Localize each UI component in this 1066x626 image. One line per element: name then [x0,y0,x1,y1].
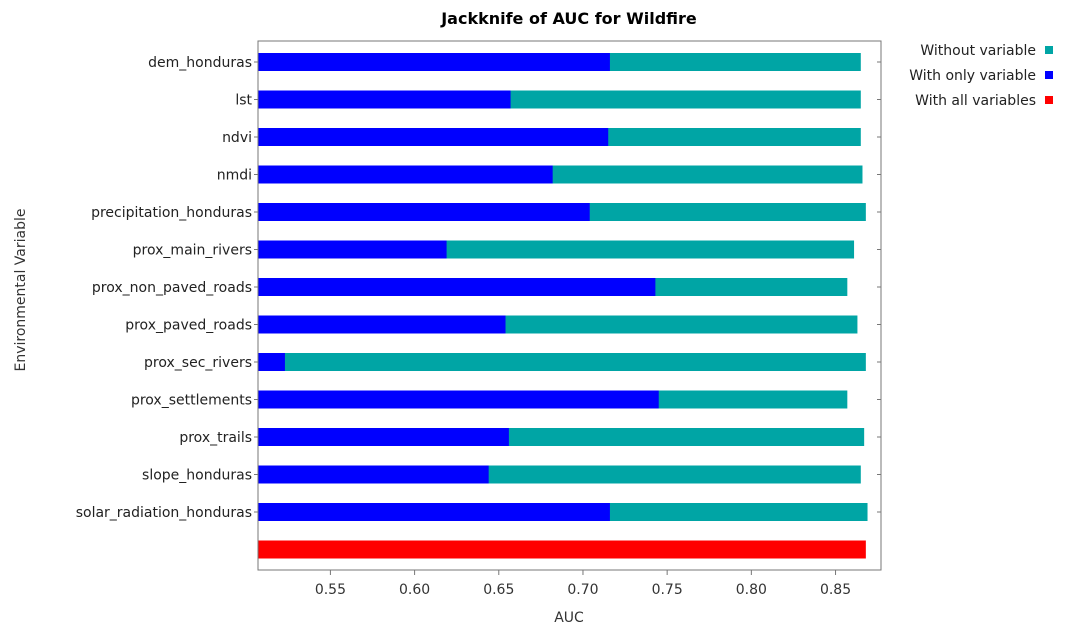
bar-with-only-variable [258,465,489,484]
bar-group [258,53,868,559]
bar-with-only-variable [258,203,590,221]
legend-label: With all variables [915,93,1036,109]
bar-with-only-variable [258,128,609,146]
x-ticks: 0.55 0.60 0.65 0.70 0.75 0.80 0.85 [315,570,851,598]
y-tick-label: lst [235,93,252,109]
x-tick-label: 0.85 [820,582,851,598]
y-tick-label: solar_radiation_honduras [76,505,252,521]
y-tick-label: dem_honduras [148,55,252,71]
bar-with-only-variable [258,53,610,71]
bar-with-only-variable [258,278,656,296]
plot-frame [257,40,882,571]
bar-with-only-variable [258,390,659,409]
x-tick-label: 0.55 [315,582,346,598]
y-tick-label: prox_paved_roads [125,318,252,334]
x-tick-label: 0.80 [736,582,767,598]
y-tick-label: ndvi [222,130,252,146]
legend-swatch [1045,71,1053,79]
y-tick-label: prox_settlements [131,393,252,409]
y-tick-label: prox_main_rivers [133,243,252,259]
legend-label: With only variable [909,68,1036,84]
y-tick-label: nmdi [217,168,252,184]
x-axis-title: AUC [554,610,584,626]
bar-with-all-variables [258,540,866,559]
y-tick-label: prox_non_paved_roads [92,280,252,296]
bar-with-only-variable [258,315,506,334]
x-tick-label: 0.75 [652,582,683,598]
bar-with-only-variable [258,503,610,521]
legend: Without variable With only variable With a… [909,43,1053,109]
bar-with-only-variable [258,165,553,184]
y-tick-label: precipitation_honduras [91,205,252,221]
bar-with-only-variable [258,240,447,259]
y-tick-label: slope_honduras [142,468,252,484]
y-axis-title: Environmental Variable [13,209,29,372]
chart-title: Jackknife of AUC for Wildfire [440,9,697,28]
bar-without-variable [258,353,866,371]
y-tick-label: prox_trails [179,430,252,446]
legend-swatch [1045,96,1053,104]
bar-with-only-variable [258,90,511,109]
y-tick-label: prox_sec_rivers [144,355,252,371]
legend-swatch [1045,46,1053,54]
x-tick-label: 0.70 [567,582,598,598]
bar-with-only-variable [258,353,285,371]
bar-with-only-variable [258,428,509,446]
legend-label: Without variable [920,43,1036,59]
x-tick-label: 0.60 [399,582,430,598]
x-tick-label: 0.65 [483,582,514,598]
